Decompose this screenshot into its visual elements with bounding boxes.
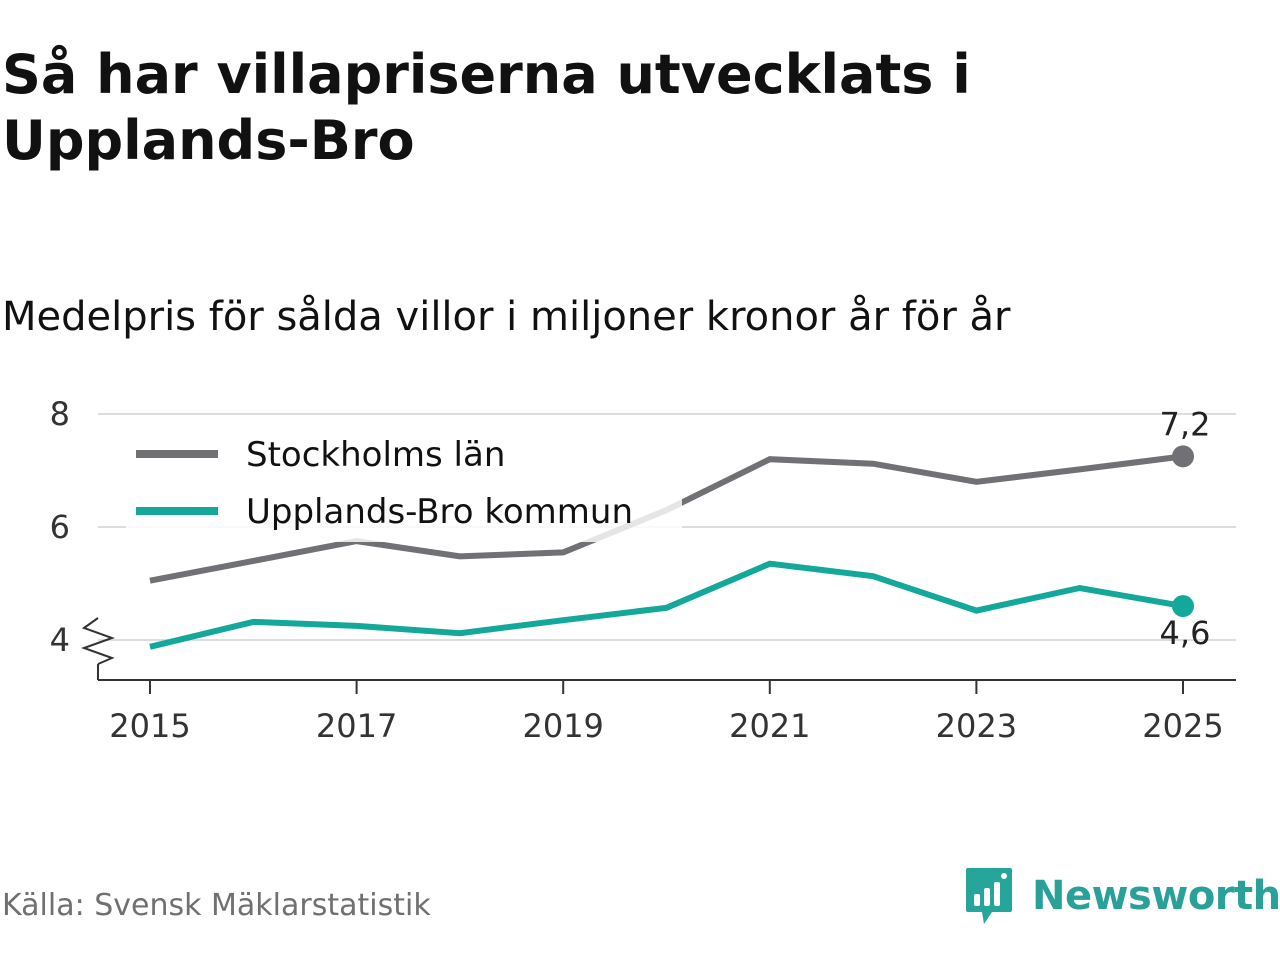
y-axis-ticks: 4 6 8	[50, 395, 70, 659]
y-tick-label: 6	[50, 508, 70, 546]
x-tick-label: 2021	[729, 707, 810, 745]
end-labels: 7,2 4,6	[1160, 405, 1211, 652]
x-axis: 2015 2017 2019 2021 2023 2025	[81, 617, 1236, 745]
y-tick-label: 4	[50, 621, 70, 659]
series-line-upplands-bro	[149, 560, 1184, 650]
newsworthy-logo-icon	[966, 868, 1012, 924]
x-tick-label: 2019	[522, 707, 603, 745]
brand-logo: Newsworthy	[964, 864, 1280, 928]
x-tick-label: 2023	[936, 707, 1017, 745]
end-marker-upplands-bro	[1172, 595, 1194, 618]
x-tick-label: 2017	[316, 707, 397, 745]
end-label-stockholm: 7,2	[1160, 405, 1211, 443]
legend-background	[126, 420, 682, 542]
chart-title: Så har villapriserna utvecklats i Upplan…	[2, 43, 971, 172]
brand-name: Newsworthy	[1032, 873, 1280, 919]
chart-subtitle: Medelpris för sålda villor i miljoner kr…	[2, 294, 1011, 340]
axis-break-icon	[81, 617, 115, 665]
legend: Stockholms län Upplands-Bro kommun	[126, 420, 682, 542]
end-marker-stockholm	[1172, 445, 1194, 468]
source-note: Källa: Svensk Mäklarstatistik	[2, 888, 431, 923]
legend-label-upplands-bro: Upplands-Bro kommun	[246, 492, 633, 532]
x-tick-label: 2015	[109, 707, 190, 745]
x-tick-label: 2025	[1142, 707, 1223, 745]
line-chart: 4 6 8 2015 2017 2019 2021 2023 2025 Stockholms …	[50, 395, 1236, 745]
y-tick-label: 8	[50, 395, 70, 433]
end-label-upplands-bro: 4,6	[1160, 614, 1211, 652]
legend-label-stockholm: Stockholms län	[246, 435, 505, 475]
